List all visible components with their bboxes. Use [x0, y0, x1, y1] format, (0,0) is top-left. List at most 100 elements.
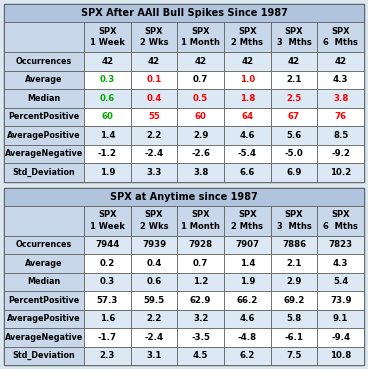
- Text: 2.1: 2.1: [286, 75, 302, 84]
- Text: 0.2: 0.2: [100, 259, 115, 268]
- Bar: [84, 52, 131, 70]
- Text: 42: 42: [241, 57, 254, 66]
- Text: SPX After AAII Bull Spikes Since 1987: SPX After AAII Bull Spikes Since 1987: [81, 8, 287, 18]
- Bar: [317, 272, 364, 291]
- Text: Occurrences: Occurrences: [16, 57, 72, 66]
- Text: 76: 76: [335, 112, 347, 121]
- Bar: [131, 272, 177, 291]
- Bar: [177, 235, 224, 254]
- Text: 42: 42: [148, 57, 160, 66]
- Text: 4.5: 4.5: [193, 351, 208, 360]
- Text: 4.3: 4.3: [333, 259, 348, 268]
- Bar: [271, 107, 317, 126]
- Text: -6.1: -6.1: [284, 333, 304, 342]
- Bar: [131, 346, 177, 365]
- Bar: [224, 126, 271, 145]
- Bar: [317, 145, 364, 163]
- Bar: [131, 328, 177, 346]
- Text: 59.5: 59.5: [144, 296, 164, 305]
- Text: 0.6: 0.6: [100, 94, 115, 103]
- Bar: [271, 235, 317, 254]
- Bar: [4, 291, 84, 310]
- Text: 42: 42: [335, 57, 347, 66]
- Text: 2.9: 2.9: [193, 131, 208, 140]
- Text: 0.7: 0.7: [193, 75, 208, 84]
- Bar: [224, 107, 271, 126]
- Text: 0.6: 0.6: [146, 277, 162, 286]
- Text: SPX
2 Wks: SPX 2 Wks: [140, 27, 168, 47]
- Text: SPX
1 Week: SPX 1 Week: [90, 210, 125, 231]
- Bar: [317, 89, 364, 107]
- Text: 7939: 7939: [142, 240, 166, 249]
- Text: AverageNegative: AverageNegative: [5, 333, 83, 342]
- Text: 7.5: 7.5: [286, 351, 302, 360]
- Text: 7823: 7823: [329, 240, 353, 249]
- Text: -2.4: -2.4: [144, 149, 163, 158]
- Bar: [271, 126, 317, 145]
- Text: -3.5: -3.5: [191, 333, 210, 342]
- Bar: [177, 22, 224, 52]
- Text: 2.9: 2.9: [286, 277, 302, 286]
- Bar: [131, 70, 177, 89]
- Bar: [4, 22, 84, 52]
- Text: 6.9: 6.9: [286, 168, 302, 177]
- Text: 4.6: 4.6: [240, 314, 255, 323]
- Bar: [4, 254, 84, 272]
- Bar: [4, 70, 84, 89]
- Text: 0.4: 0.4: [146, 259, 162, 268]
- Bar: [317, 126, 364, 145]
- Text: 10.8: 10.8: [330, 351, 351, 360]
- Text: SPX
3  Mths: SPX 3 Mths: [277, 27, 311, 47]
- Bar: [271, 328, 317, 346]
- Text: 4.6: 4.6: [240, 131, 255, 140]
- Bar: [177, 52, 224, 70]
- Text: 7944: 7944: [95, 240, 120, 249]
- Text: 3.2: 3.2: [193, 314, 208, 323]
- Bar: [84, 89, 131, 107]
- Text: SPX
1 Week: SPX 1 Week: [90, 27, 125, 47]
- Text: Median: Median: [27, 94, 61, 103]
- Bar: [177, 254, 224, 272]
- Text: -9.4: -9.4: [331, 333, 350, 342]
- Text: 42: 42: [101, 57, 113, 66]
- Bar: [177, 291, 224, 310]
- Text: -1.7: -1.7: [98, 333, 117, 342]
- Text: 5.8: 5.8: [286, 314, 302, 323]
- Text: 1.4: 1.4: [240, 259, 255, 268]
- Bar: [177, 70, 224, 89]
- Bar: [271, 272, 317, 291]
- Text: 4.3: 4.3: [333, 75, 348, 84]
- Bar: [224, 22, 271, 52]
- Text: -5.0: -5.0: [284, 149, 303, 158]
- Text: 7928: 7928: [189, 240, 213, 249]
- Bar: [271, 346, 317, 365]
- Bar: [4, 4, 364, 22]
- Text: 42: 42: [288, 57, 300, 66]
- Text: SPX at Anytime since 1987: SPX at Anytime since 1987: [110, 192, 258, 201]
- Text: -9.2: -9.2: [331, 149, 350, 158]
- Text: 0.4: 0.4: [146, 94, 162, 103]
- Text: Std_Deviation: Std_Deviation: [13, 351, 75, 360]
- Text: 3.8: 3.8: [193, 168, 208, 177]
- Bar: [317, 70, 364, 89]
- Text: 60: 60: [195, 112, 206, 121]
- Bar: [224, 145, 271, 163]
- Text: 2.5: 2.5: [286, 94, 302, 103]
- Bar: [4, 163, 84, 182]
- Bar: [84, 272, 131, 291]
- Text: AverageNegative: AverageNegative: [5, 149, 83, 158]
- Bar: [224, 235, 271, 254]
- Bar: [271, 70, 317, 89]
- Text: -1.2: -1.2: [98, 149, 117, 158]
- Text: 8.5: 8.5: [333, 131, 348, 140]
- Text: PercentPositive: PercentPositive: [8, 112, 79, 121]
- Text: 3.3: 3.3: [146, 168, 162, 177]
- Bar: [131, 52, 177, 70]
- Text: -4.8: -4.8: [238, 333, 257, 342]
- Bar: [177, 107, 224, 126]
- Text: 0.3: 0.3: [100, 277, 115, 286]
- Bar: [224, 346, 271, 365]
- Bar: [177, 206, 224, 235]
- Text: 73.9: 73.9: [330, 296, 351, 305]
- Text: 1.9: 1.9: [100, 168, 115, 177]
